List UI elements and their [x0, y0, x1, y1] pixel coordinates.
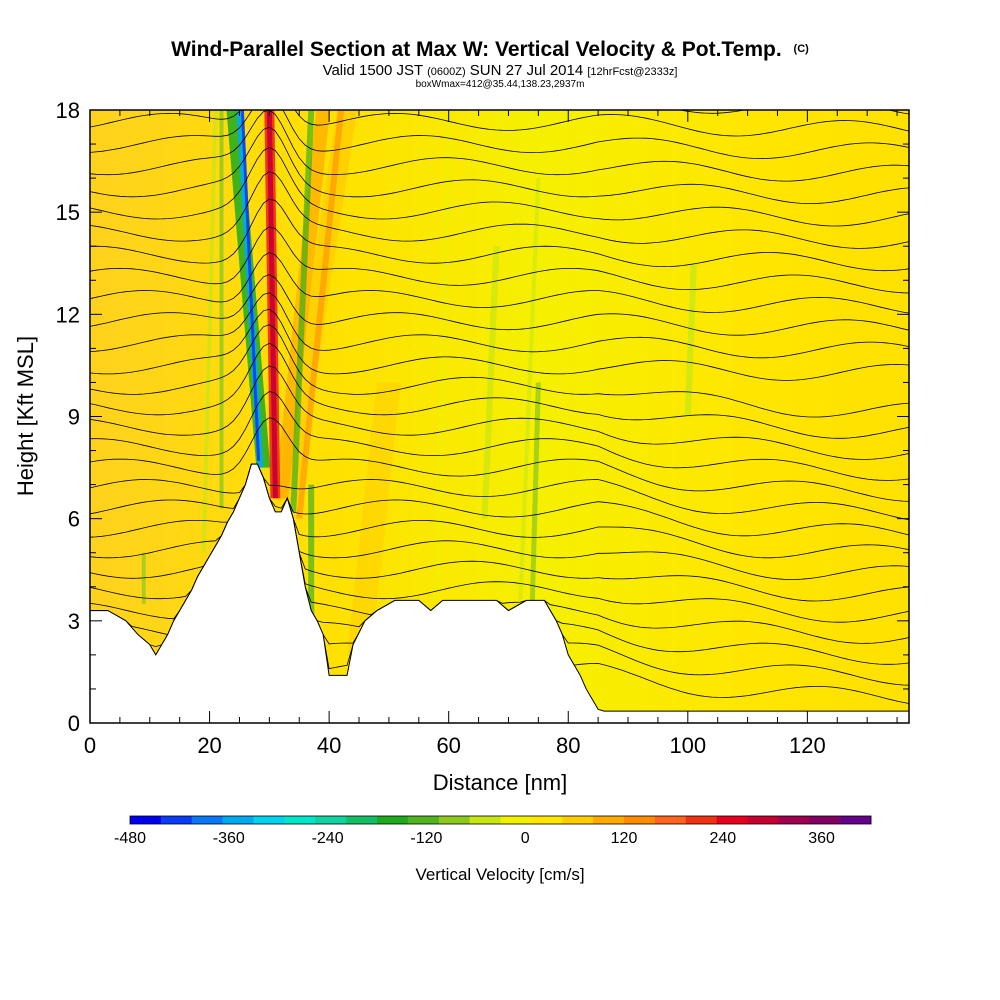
x-tick-label: 20 [197, 733, 221, 758]
x-tick-label: 120 [789, 733, 826, 758]
velocity-band [219, 110, 224, 509]
colorbar-swatch [654, 816, 687, 824]
colorbar-swatch [809, 816, 841, 824]
velocity-field [141, 110, 697, 655]
isentrope-line [90, 110, 909, 137]
isentrope-line [90, 274, 909, 336]
colorbar-swatch [562, 816, 594, 824]
velocity-band [240, 110, 261, 461]
colorbar-swatch [160, 816, 193, 824]
y-tick-label: 6 [68, 507, 80, 532]
colorbar-swatch [407, 816, 440, 824]
colorbar-swatch [716, 816, 748, 824]
velocity-band [296, 110, 345, 519]
isentrope-line [90, 463, 909, 521]
svg-text:Wind-Parallel Section at Max W: Wind-Parallel Section at Max W: Vertical… [171, 38, 809, 61]
velocity-band [433, 110, 452, 601]
isentrope-line [90, 292, 909, 359]
colorbar-swatch [130, 816, 162, 824]
velocity-band [529, 382, 541, 601]
isentrope-line [90, 252, 909, 314]
x-tick-label: 40 [317, 733, 341, 758]
velocity-band [201, 110, 218, 553]
y-tick-label: 3 [68, 609, 80, 634]
isentrope-line [90, 93, 909, 94]
y-tick-label: 12 [56, 302, 80, 327]
colorbar-title: Vertical Velocity [cm/s] [415, 865, 584, 884]
isentrope-line [90, 110, 909, 160]
colorbar-swatch [747, 816, 779, 824]
colorbar-swatch [222, 816, 254, 824]
colorbar-tick-label: 240 [709, 830, 736, 847]
isentrope-line [90, 110, 909, 182]
colorbar-swatch [624, 816, 656, 824]
chart-title: Wind-Parallel Section at Max W: Vertical… [171, 38, 782, 61]
colorbar-tick-label: 120 [611, 830, 638, 847]
y-tick-label: 15 [56, 200, 80, 225]
colorbar-swatch [253, 816, 285, 824]
terrain [90, 463, 909, 723]
velocity-band [481, 246, 500, 519]
velocity-band [266, 110, 278, 499]
colorbar-frame [129, 815, 872, 825]
x-tick-label: 0 [84, 733, 96, 758]
colorbar-swatch [593, 816, 625, 824]
colorbar-tick-label: 0 [521, 830, 530, 847]
y-tick-label: 0 [68, 711, 80, 736]
plot-area [90, 93, 909, 723]
isentrope-line [90, 463, 909, 559]
colorbar-swatch [377, 816, 409, 824]
colorbar-swatch [469, 816, 501, 824]
colorbar-tick-label: -240 [312, 830, 344, 847]
isentrope-line [90, 365, 909, 460]
x-axis: 0 20 40 60 80 100 120 [84, 110, 898, 758]
x-axis-label: Distance [nm] [433, 770, 568, 795]
y-tick-label: 18 [56, 98, 80, 123]
isentrope-line [90, 147, 909, 227]
isentrope-line [90, 198, 909, 272]
colorbar-swatch [531, 816, 563, 824]
colorbar-tick-label: -360 [213, 830, 245, 847]
isentrope-line [90, 391, 909, 481]
colorbar-swatch [685, 816, 717, 824]
chart-subtitle: Valid 1500 JST (0600Z) SUN 27 Jul 2014 [… [323, 62, 678, 79]
x-tick-label: 100 [669, 733, 706, 758]
isentrope-line [90, 417, 909, 502]
colorbar-swatch [840, 816, 872, 824]
isentrope-line [90, 342, 909, 439]
copyright-mark: (C) [794, 43, 810, 55]
colorbar-tick-label: -120 [410, 830, 442, 847]
isentrope-line [90, 463, 909, 537]
colorbar: -480 -360 -240 -120 0 120 240 360 [114, 815, 872, 847]
colorbar-tick-label: -480 [114, 830, 146, 847]
x-tick-label: 60 [436, 733, 460, 758]
colorbar-swatch [315, 816, 347, 824]
velocity-band [518, 178, 541, 601]
colorbar-swatch [284, 816, 316, 824]
colorbar-tick-label: 360 [808, 830, 835, 847]
velocity-band [308, 484, 315, 621]
isentrope-line [90, 226, 909, 294]
chart-subtitle-2: boxWmax=412@35.44,138.23,2937m [416, 79, 585, 90]
colorbar-swatch [500, 816, 532, 824]
y-axis-label: Height [Kft MSL] [13, 336, 38, 496]
y-tick-label: 9 [68, 405, 80, 430]
isentrope-line [90, 126, 909, 204]
isentrope-line [90, 171, 909, 249]
isentrope-line [90, 308, 909, 381]
velocity-band [347, 382, 401, 655]
y-axis: 0 3 6 9 12 15 18 [56, 98, 909, 736]
colorbar-swatch [346, 816, 378, 824]
velocity-band [684, 263, 697, 417]
colorbar-swatch [438, 816, 470, 824]
isentrope-line [90, 324, 909, 418]
x-tick-label: 80 [556, 733, 580, 758]
colorbar-swatch [778, 816, 810, 824]
velocity-band [290, 110, 315, 512]
colorbar-swatch [191, 816, 223, 824]
